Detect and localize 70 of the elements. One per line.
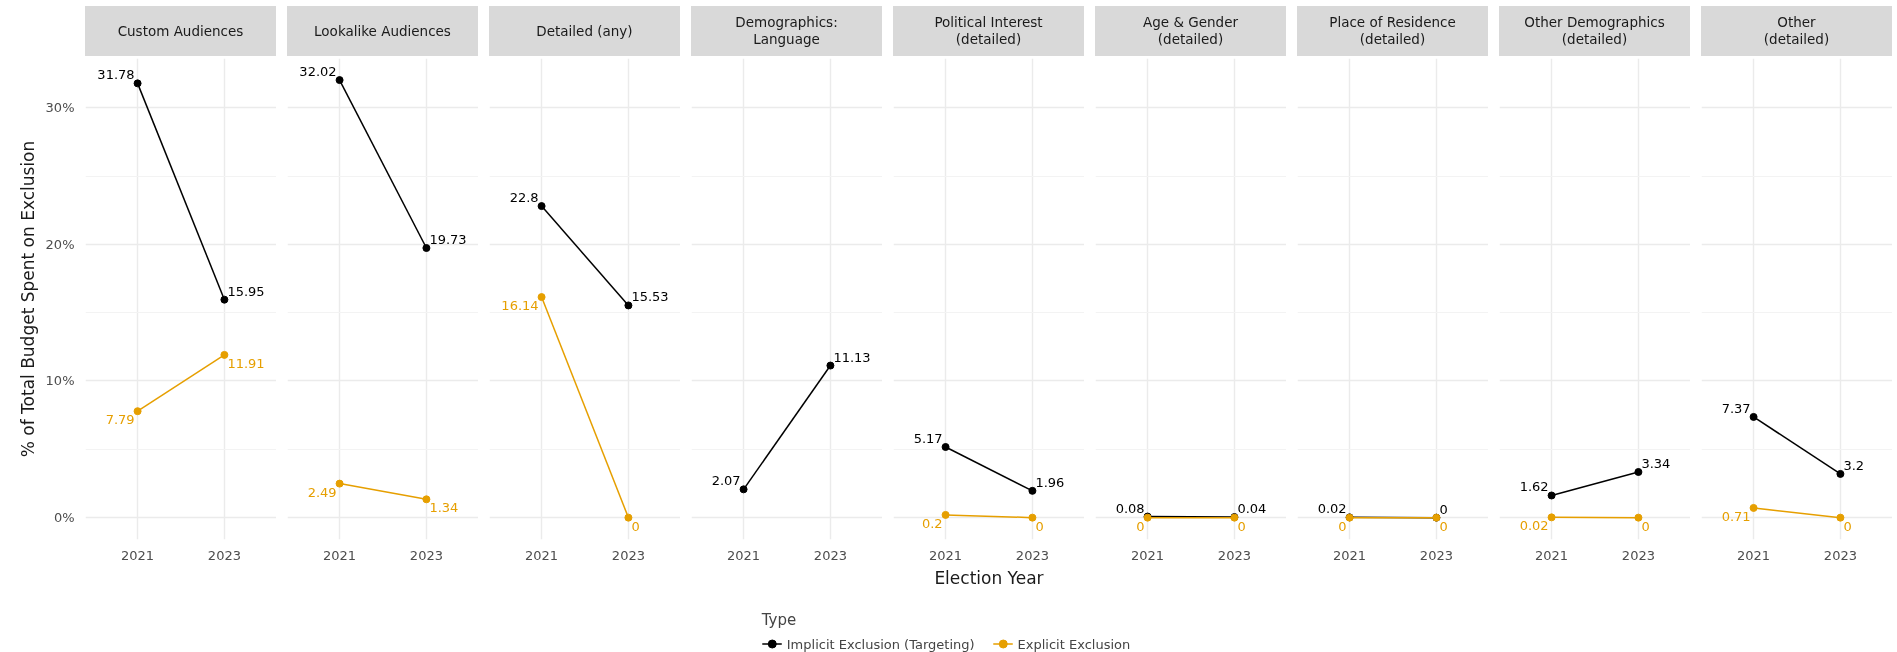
- y-tick-label: 30%: [45, 100, 75, 116]
- data-label: 1.96: [1035, 474, 1065, 490]
- data-label: 0.08: [1115, 500, 1145, 516]
- data-label: 32.02: [299, 64, 337, 80]
- x-tick-label: 2023: [611, 547, 645, 563]
- x-tick-label: 2023: [1823, 547, 1857, 563]
- data-label: 0: [1237, 518, 1246, 534]
- x-tick-label: 2021: [1131, 547, 1165, 563]
- data-label: 11.13: [833, 349, 871, 365]
- data-label: 16.14: [501, 298, 539, 314]
- chart-title: Political Interest (detailed): [934, 14, 1043, 48]
- data-label: 0: [1641, 518, 1650, 534]
- x-tick-label: 2023: [1217, 547, 1251, 563]
- data-label: 3.34: [1641, 456, 1671, 471]
- data-label: 15.95: [227, 283, 265, 299]
- x-tick-label: 2023: [1419, 547, 1453, 563]
- chart-title: Lookalike Audiences: [314, 22, 451, 40]
- data-label: 0: [1439, 501, 1448, 517]
- x-tick-label: 2021: [1737, 547, 1771, 563]
- data-label: 0.04: [1237, 501, 1267, 517]
- data-label: 0: [1843, 518, 1852, 534]
- data-label: 0: [1338, 518, 1347, 534]
- chart-title: Detailed (any): [536, 22, 633, 40]
- chart-title: Age & Gender (detailed): [1143, 14, 1238, 48]
- x-tick-label: 2021: [929, 547, 963, 563]
- legend-title: Type: [761, 610, 798, 629]
- y-tick-label: 10%: [45, 373, 75, 389]
- data-label: 2.49: [307, 484, 337, 500]
- chart-title: Custom Audiences: [117, 22, 244, 40]
- data-label: 0: [631, 518, 640, 534]
- y-tick-label: 0%: [53, 510, 75, 526]
- data-label: 15.53: [631, 289, 669, 305]
- chart-title: Demographics: Language: [735, 14, 838, 48]
- data-label: 2.07: [711, 473, 741, 489]
- data-label: 1.62: [1519, 479, 1549, 495]
- data-label: 0: [1035, 518, 1044, 534]
- data-label: 0: [1439, 518, 1448, 534]
- x-tick-label: 2023: [813, 547, 847, 563]
- data-label: 11.91: [227, 355, 265, 371]
- x-tick-label: 2021: [1333, 547, 1367, 563]
- x-tick-label: 2023: [1621, 547, 1655, 563]
- x-tick-label: 2023: [1015, 547, 1049, 563]
- data-label: 0.02: [1519, 518, 1549, 534]
- chart-title: Other Demographics (detailed): [1524, 14, 1665, 48]
- legend-label: Explicit Exclusion: [1017, 636, 1131, 651]
- data-label: 5.17: [913, 430, 943, 446]
- data-label: 7.79: [105, 412, 135, 428]
- x-tick-label: 2021: [525, 547, 559, 563]
- data-label: 0.71: [1721, 508, 1751, 524]
- legend-label: Implicit Exclusion (Targeting): [786, 636, 975, 651]
- x-tick-label: 2023: [409, 547, 443, 563]
- data-label: 19.73: [429, 232, 467, 248]
- data-label: 3.2: [1843, 457, 1865, 473]
- x-tick-label: 2021: [727, 547, 761, 563]
- x-tick-label: 2021: [1535, 547, 1569, 563]
- data-label: 0: [1136, 518, 1145, 534]
- x-axis-title: Election Year: [934, 567, 1044, 588]
- chart-title: Place of Residence (detailed): [1329, 14, 1456, 48]
- y-tick-label: 20%: [45, 236, 75, 252]
- data-label: 0.02: [1317, 501, 1347, 517]
- x-tick-label: 2023: [207, 547, 241, 563]
- data-label: 31.78: [97, 67, 135, 83]
- data-label: 1.34: [429, 500, 459, 516]
- data-label: 7.37: [1721, 400, 1751, 416]
- chart-title: Other (detailed): [1763, 14, 1830, 48]
- x-tick-label: 2021: [121, 547, 155, 563]
- data-label: 0.2: [921, 515, 943, 531]
- x-tick-label: 2021: [323, 547, 357, 563]
- y-axis-title: % of Total Budget Spent on Exclusion: [17, 140, 38, 458]
- data-label: 22.8: [509, 190, 539, 206]
